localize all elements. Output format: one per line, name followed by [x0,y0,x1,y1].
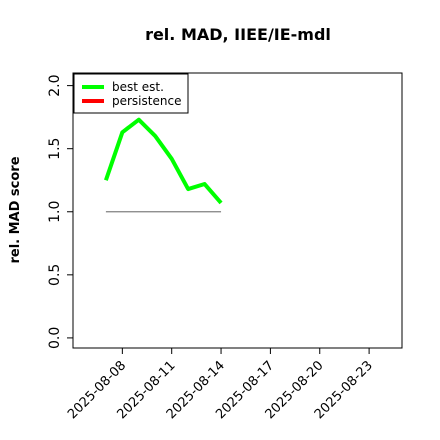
legend-label: persistence [112,94,181,108]
chart-title: rel. MAD, IIEE/IE-mdl [145,25,331,44]
series-line [104,117,223,205]
y-tick-label: 0.0 [47,327,63,349]
legend-box [73,73,189,114]
y-tick-label: 1.0 [47,201,63,223]
y-tick-label: 0.5 [47,264,63,286]
y-axis-label: rel. MAD score [8,156,23,263]
y-tick-label: 1.5 [47,138,63,160]
y-tick-label: 2.0 [47,74,63,96]
plot-frame [72,72,403,349]
legend-label: best est. [112,80,164,94]
